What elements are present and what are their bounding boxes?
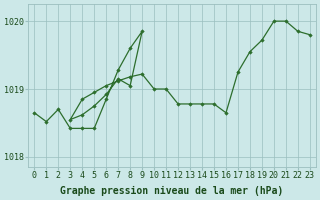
X-axis label: Graphe pression niveau de la mer (hPa): Graphe pression niveau de la mer (hPa) [60,186,284,196]
